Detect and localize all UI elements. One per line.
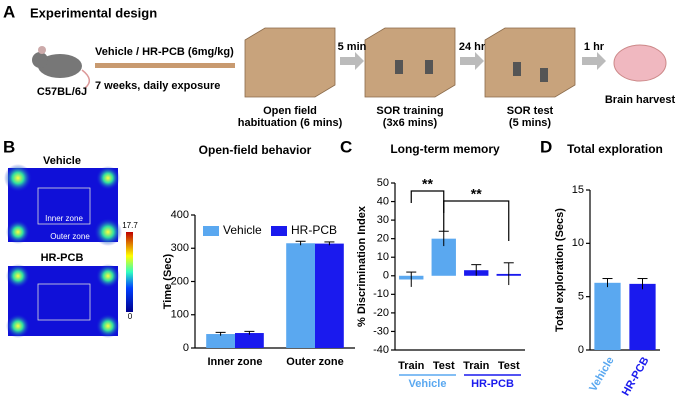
y-tick-label: 10	[572, 237, 584, 249]
bar	[235, 333, 264, 348]
step-label: Brain harvest	[605, 94, 676, 106]
bar	[315, 243, 344, 348]
interval-label: 1 hr	[584, 41, 605, 53]
chart-title: Long-term memory	[390, 142, 500, 156]
chart-title: Total exploration	[567, 142, 663, 156]
y-tick-label: -20	[373, 307, 389, 319]
y-tick-label: 30	[377, 214, 389, 226]
significance-label: **	[422, 176, 433, 192]
color-bar-max: 17.7	[122, 221, 138, 230]
legend-swatch	[203, 226, 219, 236]
diagram-title: Experimental design	[30, 5, 157, 20]
step-label: SOR test	[507, 105, 554, 117]
bar	[594, 282, 621, 350]
panel-label: B	[3, 137, 15, 156]
group-label: Vehicle	[409, 378, 447, 390]
objects	[395, 60, 548, 82]
y-tick-label: -40	[373, 344, 389, 356]
y-tick-label: 0	[383, 270, 389, 282]
group-label: HR-PCB	[471, 378, 514, 390]
heatmap	[6, 264, 120, 338]
strain-label: C57BL/6J	[37, 86, 87, 98]
y-tick-label: 400	[171, 209, 189, 221]
y-tick-label: 40	[377, 195, 389, 207]
x-tick-label: Inner zone	[207, 356, 262, 368]
y-tick-label: 200	[171, 275, 189, 287]
x-tick-label: Test	[498, 360, 520, 372]
x-tick-label: Train	[463, 360, 490, 372]
bar	[206, 334, 235, 348]
step-sub: (5 mins)	[509, 117, 552, 129]
y-tick-label: 5	[578, 291, 584, 303]
step-sub: habituation (6 mins)	[238, 117, 343, 129]
y-tick-label: 0	[578, 344, 584, 356]
y-axis-label: Total exploration (Secs)	[554, 208, 566, 332]
panel-label: C	[340, 137, 352, 156]
x-tick-label: Train	[398, 360, 425, 372]
exposure-label: 7 weeks, daily exposure	[95, 80, 220, 92]
y-tick-label: 10	[377, 251, 389, 263]
significance-label: **	[471, 186, 482, 202]
panel-label: D	[540, 137, 552, 156]
legend-label: Vehicle	[223, 223, 262, 237]
y-tick-label: 50	[377, 177, 389, 189]
heatmap-label: Vehicle	[43, 155, 81, 167]
step-sub: (3x6 mins)	[383, 117, 438, 129]
y-tick-label: 300	[171, 242, 189, 254]
x-tick-label: Outer zone	[286, 356, 343, 368]
x-tick-label: Vehicle	[587, 355, 616, 394]
brain-icon	[613, 44, 667, 82]
arena-boxes	[244, 27, 576, 98]
panel-label: A	[3, 2, 15, 21]
zone-label: Inner zone	[45, 214, 83, 223]
heatmap-label: HR-PCB	[41, 252, 84, 264]
y-axis-label: % Discrimination Index	[356, 205, 368, 327]
y-tick-label: 100	[171, 309, 189, 321]
color-bar	[126, 232, 133, 312]
mouse-icon	[32, 46, 91, 89]
heatmap	[4, 164, 122, 246]
y-tick-label: 20	[377, 233, 389, 245]
chart-title: Open-field behavior	[199, 143, 312, 157]
step-label: Open field	[263, 105, 317, 117]
interval-label: 24 hr	[459, 41, 486, 53]
y-axis-label: Time (Sec)	[162, 253, 174, 309]
significance-bracket	[410, 190, 445, 231]
treatment-label: Vehicle / HR-PCB (6mg/kg)	[95, 46, 234, 58]
interval-label: 5 min	[338, 41, 367, 53]
y-tick-label: 15	[572, 184, 584, 196]
x-tick-label: HR-PCB	[620, 355, 652, 398]
legend-swatch	[271, 226, 287, 236]
zone-label: Outer zone	[50, 232, 90, 241]
bar	[286, 243, 315, 348]
y-tick-label: 0	[183, 342, 189, 354]
timeline-bar	[95, 63, 235, 68]
step-label: SOR training	[376, 105, 443, 117]
significance-bracket	[443, 200, 510, 241]
x-tick-label: Test	[433, 360, 455, 372]
bar	[629, 283, 656, 350]
step-arrows	[340, 52, 606, 70]
y-tick-label: -30	[373, 325, 389, 337]
color-bar-min: 0	[128, 312, 133, 321]
y-tick-label: -10	[373, 288, 389, 300]
legend-label: HR-PCB	[291, 223, 337, 237]
